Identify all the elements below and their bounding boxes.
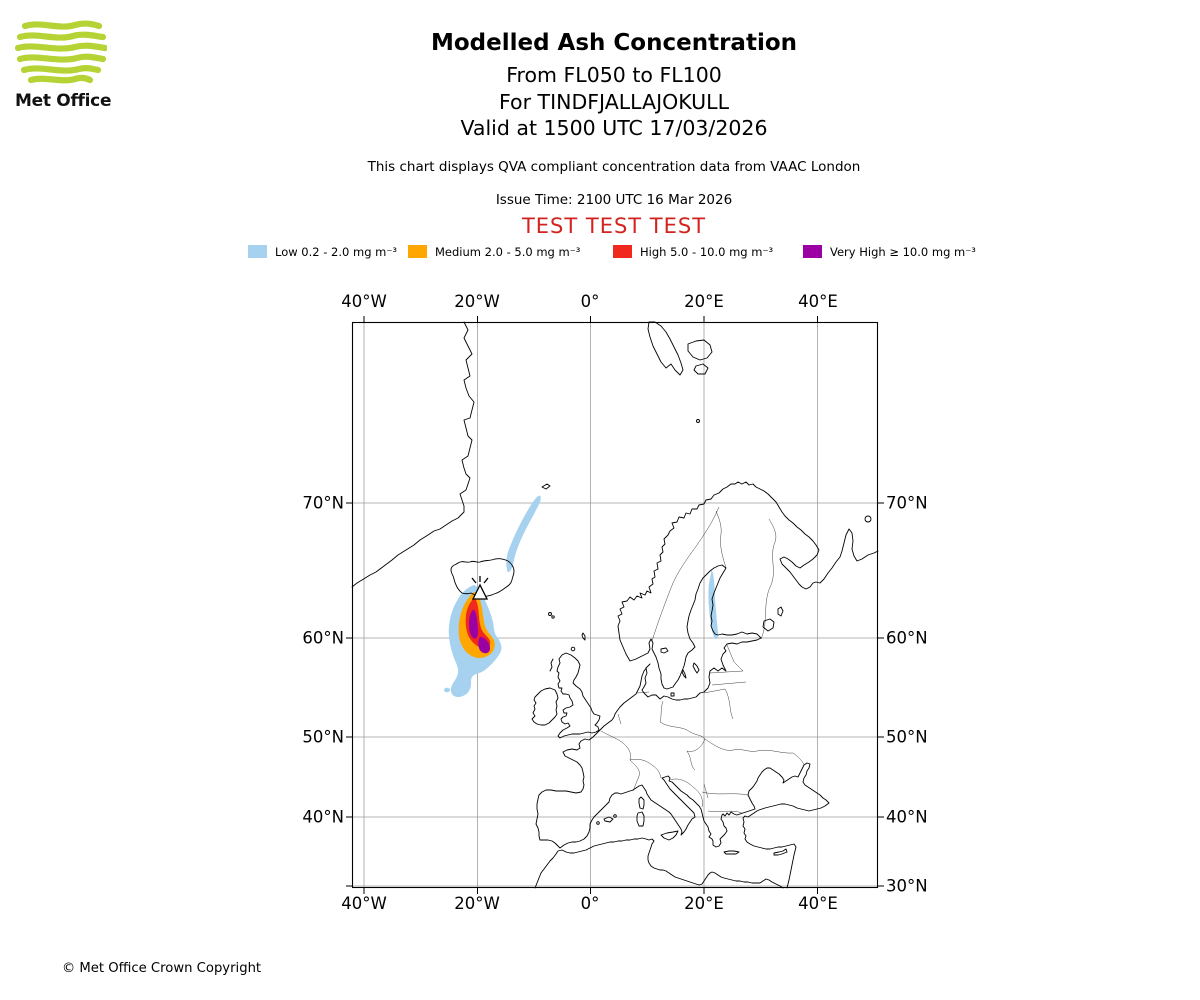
axis-label-bottom-20w: 20°W xyxy=(454,894,500,913)
axis-label-left-70n: 70°N xyxy=(302,493,344,513)
coast-jan-mayen xyxy=(541,483,551,490)
logo-wordmark: Met Office xyxy=(15,91,112,111)
axis-label-top-0: 0° xyxy=(580,292,600,311)
legend-item-very-high: Very High ≥ 10.0 mg m⁻³ xyxy=(803,244,976,259)
ash-contour-very-high-2 xyxy=(478,636,491,654)
axis-label-right-40n: 40°N xyxy=(886,807,928,827)
legend-label-low: Low 0.2 - 2.0 mg m⁻³ xyxy=(275,244,398,259)
coast-faroe-2 xyxy=(551,615,555,619)
axis-label-top-20e: 20°E xyxy=(684,292,724,311)
test-banner: TEST TEST TEST xyxy=(521,214,707,238)
axis-label-top-20w: 20°W xyxy=(454,292,500,311)
coast-kolguyev xyxy=(864,515,872,523)
coast-oland xyxy=(681,669,687,679)
header: Modelled Ash Concentration From FL050 to… xyxy=(14,0,1200,245)
coast-faroe-1 xyxy=(548,612,552,616)
coast-great-britain xyxy=(556,652,601,739)
axis-label-left-40n: 40°N xyxy=(302,807,344,827)
volcano-triangle-icon xyxy=(471,583,489,600)
axis-label-bottom-40e: 40°E xyxy=(798,894,838,913)
subtitle-valid-time: Valid at 1500 UTC 17/03/2026 xyxy=(460,116,768,140)
coast-shetland xyxy=(581,632,586,641)
map-area xyxy=(346,316,884,894)
axis-label-bottom-20e: 20°E xyxy=(684,894,724,913)
legend-swatch-high xyxy=(613,245,632,258)
coast-bornholm xyxy=(670,692,675,697)
coast-crete xyxy=(723,850,740,855)
qva-compliance-note: This chart displays QVA compliant concen… xyxy=(367,159,861,175)
legend-label-very-high: Very High ≥ 10.0 mg m⁻³ xyxy=(830,244,976,259)
axis-label-top-40e: 40°E xyxy=(798,292,838,311)
coast-hebrides xyxy=(549,658,554,672)
volcano-marker xyxy=(471,576,489,600)
legend-item-high: High 5.0 - 10.0 mg m⁻³ xyxy=(613,244,773,259)
met-office-logo: Met Office xyxy=(14,20,125,111)
logo-waves-icon xyxy=(14,20,109,84)
issue-time: Issue Time: 2100 UTC 16 Mar 2026 xyxy=(495,192,733,208)
legend-label-high: High 5.0 - 10.0 mg m⁻³ xyxy=(640,244,774,259)
legend-swatch-low xyxy=(248,245,267,258)
coast-sicily xyxy=(660,830,679,841)
coast-svalbard-east xyxy=(687,339,713,361)
coast-ireland xyxy=(531,687,559,726)
coast-greenland xyxy=(351,321,475,588)
legend-label-medium: Medium 2.0 - 5.0 mg m⁻³ xyxy=(435,244,581,259)
subtitle-flight-levels: From FL050 to FL100 xyxy=(506,63,722,87)
map-gridlines xyxy=(352,322,878,888)
coast-menorca xyxy=(613,814,617,818)
axis-label-right-50n: 50°N xyxy=(886,727,928,747)
legend-item-low: Low 0.2 - 2.0 mg m⁻³ xyxy=(248,244,397,259)
coast-bear-island xyxy=(696,419,700,423)
axis-label-bottom-40w: 40°W xyxy=(341,894,387,913)
map-frame xyxy=(351,321,879,889)
coast-gotland xyxy=(692,662,700,674)
axis-label-right-30n: 30°N xyxy=(886,876,928,896)
coast-corsica xyxy=(638,796,645,810)
country-borders xyxy=(600,506,805,814)
axis-label-right-60n: 60°N xyxy=(886,628,928,648)
axis-label-bottom-0: 0° xyxy=(580,894,600,913)
axis-label-right-70n: 70°N xyxy=(886,493,928,513)
coast-north-africa xyxy=(534,837,784,889)
coast-mainland-europe xyxy=(535,481,879,889)
axis-label-left-50n: 50°N xyxy=(302,727,344,747)
coast-sardinia xyxy=(636,811,645,827)
map-canvas xyxy=(346,316,884,894)
coast-svalbard xyxy=(647,321,684,376)
legend-swatch-medium xyxy=(408,245,427,258)
axis-ticks xyxy=(346,316,884,894)
coastlines xyxy=(351,321,879,889)
coast-cyprus xyxy=(773,848,788,856)
coast-edgeoya xyxy=(693,363,709,375)
coast-mallorca xyxy=(603,816,614,823)
axis-label-top-40w: 40°W xyxy=(341,292,387,311)
volcano-eruption-rays-icon xyxy=(471,576,489,584)
legend-item-medium: Medium 2.0 - 5.0 mg m⁻³ xyxy=(408,244,580,259)
lake-onega xyxy=(777,606,784,617)
ash-contour-low-northeast-patch xyxy=(506,495,541,572)
axis-label-left-60n: 60°N xyxy=(302,628,344,648)
coast-ibiza xyxy=(596,821,600,825)
coast-orkney xyxy=(570,646,576,652)
legend-swatch-very-high xyxy=(803,245,822,258)
ash-contour-low-speck xyxy=(444,687,450,693)
ash-plume xyxy=(444,495,718,697)
subtitle-volcano: For TINDFJALLAJOKULL xyxy=(499,90,729,114)
copyright-notice: © Met Office Crown Copyright xyxy=(62,961,262,976)
lake-vanern xyxy=(660,647,669,654)
page-title: Modelled Ash Concentration xyxy=(430,30,798,56)
ash-contour-very-high xyxy=(469,609,478,639)
lake-ladoga xyxy=(762,618,775,632)
